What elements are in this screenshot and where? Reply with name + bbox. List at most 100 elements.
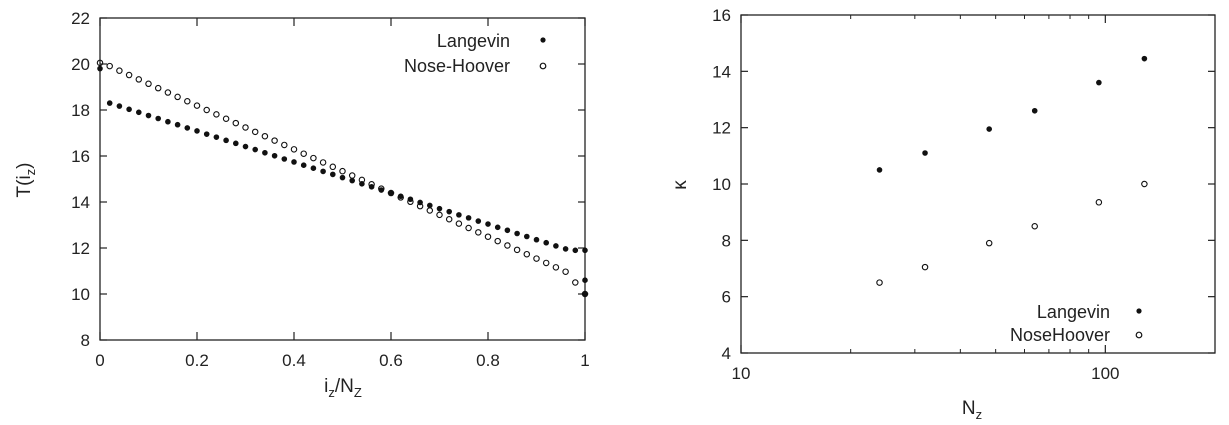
data-point-nose-hoover (387, 189, 395, 197)
y-tick-label: 18 (71, 101, 90, 120)
data-point-langevin (252, 146, 258, 153)
data-point-nose-hoover (271, 137, 278, 144)
data-point-nose-hoover (484, 233, 492, 240)
data-point-nose-hoover (475, 229, 482, 236)
data-point-langevin (876, 167, 883, 173)
data-point-nose-hoover (300, 150, 307, 157)
legend-label-langevin: Langevin (437, 31, 510, 51)
data-point-langevin (223, 137, 229, 144)
y-tick-label: 12 (71, 239, 90, 258)
data-point-nose-hoover (164, 89, 172, 96)
data-point-nosehoover (921, 263, 929, 271)
data-point-nosehoover (876, 279, 883, 286)
data-point-langevin (514, 230, 520, 237)
data-point-langevin (242, 143, 249, 150)
y-axis-label: κ (670, 180, 691, 190)
data-point-nose-hoover (572, 279, 579, 286)
data-point-langevin (1141, 55, 1148, 62)
data-point-nose-hoover (378, 185, 385, 192)
data-point-langevin (562, 246, 569, 252)
x-tick-label: 0.6 (379, 351, 403, 370)
data-point-nosehoover (1031, 223, 1038, 230)
data-point-langevin (116, 103, 123, 109)
data-point-nose-hoover (416, 202, 424, 210)
data-point-nose-hoover (542, 259, 550, 267)
y-tick-label: 22 (71, 9, 90, 28)
data-point-langevin (213, 134, 220, 140)
axis-ticks: 4 6 8 10 12 14 16 10 100 (712, 6, 1216, 383)
data-point-langevin (310, 165, 317, 171)
y-tick-label: 6 (722, 288, 731, 307)
y-tick-label: 12 (712, 119, 731, 138)
y-tick-label: 16 (712, 6, 731, 25)
y-tick-label: 8 (81, 331, 90, 350)
data-point-langevin (922, 150, 928, 156)
data-point-langevin (203, 131, 210, 137)
data-point-langevin (1031, 107, 1038, 114)
data-point-langevin (155, 115, 161, 122)
y-tick-label: 16 (71, 147, 90, 166)
data-point-langevin (233, 140, 239, 147)
data-point-langevin (145, 112, 152, 119)
y-tick-label: 10 (71, 285, 90, 304)
data-point-nose-hoover (368, 181, 375, 188)
y-axis-label: T(iz) (14, 163, 38, 198)
data-point-nose-hoover (513, 246, 521, 254)
data-point-nose-hoover (581, 290, 589, 298)
legend: Langevin Nose-Hoover (404, 31, 547, 76)
data-point-nose-hoover (213, 111, 220, 118)
data-point-nose-hoover (106, 62, 113, 70)
data-point-langevin (184, 125, 191, 131)
data-point-nose-hoover (203, 106, 210, 114)
x-tick-label: 100 (1091, 364, 1119, 383)
data-point-langevin (97, 65, 103, 72)
data-point-langevin (291, 159, 297, 165)
legend: Langevin NoseHoover (1010, 302, 1143, 345)
data-point-langevin (349, 177, 356, 184)
data-point-langevin (281, 156, 288, 162)
data-point-langevin (543, 239, 550, 246)
data-point-nose-hoover (445, 216, 453, 223)
legend-marker-langevin (1136, 308, 1142, 314)
data-point-nose-hoover (339, 167, 346, 175)
data-point-langevin (986, 126, 992, 132)
data-point-nose-hoover (358, 176, 366, 184)
data-point-nose-hoover (523, 250, 531, 258)
x-tick-label: 10 (732, 364, 751, 383)
y-tick-label: 14 (71, 193, 90, 212)
data-point-langevin (446, 208, 453, 215)
data-point-langevin (485, 221, 491, 227)
data-point-nose-hoover (154, 84, 162, 92)
data-point-nose-hoover (193, 102, 201, 109)
data-point-langevin (271, 152, 278, 159)
y-tick-label: 4 (722, 344, 731, 363)
legend-label-nose-hoover: Nose-Hoover (404, 56, 510, 76)
axis-ticks: 8 10 12 14 16 18 20 22 0 0.2 0.4 0.6 0.8 1 (71, 9, 590, 370)
y-tick-label: 8 (722, 231, 731, 250)
data-point-langevin (165, 118, 171, 125)
plot-frame (740, 14, 1216, 354)
data-point-nose-hoover (135, 76, 143, 83)
data-point-langevin (329, 171, 336, 178)
legend-label-langevin: Langevin (1037, 302, 1110, 322)
data-point-nose-hoover (465, 224, 472, 232)
data-point-langevin (553, 243, 559, 249)
data-point-nose-hoover (329, 163, 337, 171)
data-point-nose-hoover (96, 59, 104, 67)
data-point-langevin (174, 121, 181, 128)
data-point-nose-hoover (145, 80, 152, 88)
data-point-langevin (436, 205, 443, 212)
data-point-langevin (523, 233, 530, 240)
data-point-nose-hoover (125, 71, 133, 79)
data-point-nosehoover (985, 239, 993, 247)
data-points (96, 59, 589, 298)
data-point-nose-hoover (533, 255, 540, 262)
data-point-nose-hoover (319, 159, 327, 166)
data-point-langevin (533, 236, 540, 243)
data-point-nose-hoover (290, 146, 298, 153)
data-point-nose-hoover (116, 67, 123, 74)
x-axis-label: Nz (962, 398, 982, 422)
data-point-langevin (572, 247, 579, 254)
data-point-langevin (456, 212, 462, 218)
